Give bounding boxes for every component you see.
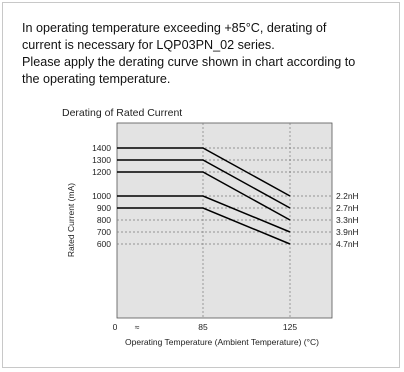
series-label: 4.7nH: [336, 239, 359, 249]
intro-line-2: current is necessary for LQP03PN_02 seri…: [22, 38, 275, 52]
y-tick-label: 900: [97, 203, 111, 213]
series-line: [117, 195, 291, 233]
series-label: 3.3nH: [336, 215, 359, 225]
y-tick-label: 800: [97, 215, 111, 225]
x-tick-label: 85: [198, 322, 208, 332]
series-label: 2.7nH: [336, 203, 359, 213]
series-line: [117, 171, 291, 221]
x-axis-label: Operating Temperature (Ambient Temperatu…: [125, 337, 319, 347]
series-line: [117, 159, 291, 209]
y-tick-label: 600: [97, 239, 111, 249]
series-label: 3.9nH: [336, 227, 359, 237]
y-tick-label: 1400: [92, 143, 111, 153]
intro-line-4: the operating temperature.: [22, 72, 171, 86]
intro-line-3: Please apply the derating curve shown in…: [22, 55, 356, 69]
series-label: 2.2nH: [336, 191, 359, 201]
chart-title: Derating of Rated Current: [62, 107, 183, 119]
axis-break-icon: ≈: [135, 322, 140, 332]
series-line: [117, 207, 291, 245]
plot-area: [116, 122, 333, 319]
x-tick-label: 125: [283, 322, 297, 332]
y-tick-label: 700: [97, 227, 111, 237]
y-tick-label: 1300: [92, 155, 111, 165]
x-tick-label: 0: [113, 322, 118, 332]
intro-line-1: In operating temperature exceeding +85°C…: [22, 21, 327, 35]
intro-text: In operating temperature exceeding +85°C…: [22, 20, 394, 88]
series-line: [117, 147, 291, 197]
y-axis-label: Rated Current (mA): [66, 183, 76, 257]
y-tick-label: 1200: [92, 167, 111, 177]
y-tick-label: 1000: [92, 191, 111, 201]
